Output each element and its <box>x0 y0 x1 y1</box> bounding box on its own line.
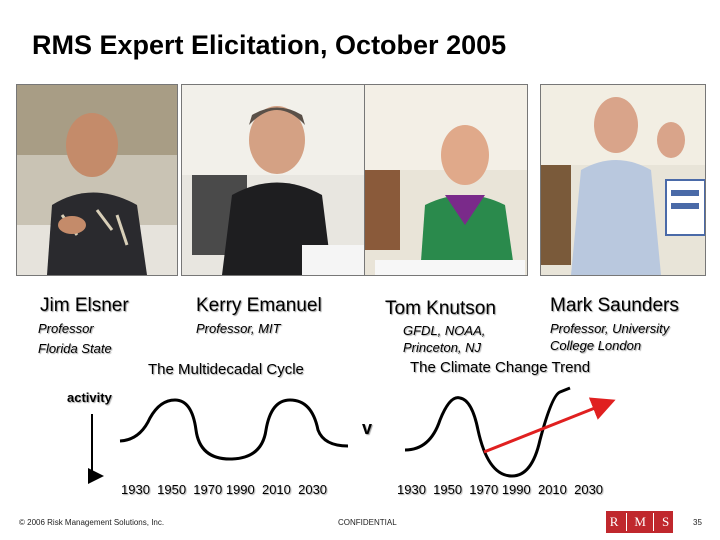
multidecadal-cycle-curve <box>119 398 349 461</box>
copyright-text: © 2006 Risk Management Solutions, Inc. <box>19 518 165 527</box>
expert-role-tom-knutson-line2: Princeton, NJ <box>403 340 482 355</box>
versus-label: v <box>362 418 373 438</box>
expert-role-kerry-emanuel: Professor, MIT <box>196 321 281 336</box>
expert-name-mark-saunders: Mark Saunders <box>550 295 679 316</box>
photo-kerry-emanuel <box>181 84 373 276</box>
slide-title: RMS Expert Elicitation, October 2005 <box>32 30 507 60</box>
rms-logo: R M S <box>606 511 673 533</box>
confidential-text: CONFIDENTIAL <box>338 518 397 527</box>
expert-role-mark-saunders-line1: Professor, University <box>550 321 670 336</box>
photo-mark-saunders <box>540 84 706 276</box>
rms-logo-letter-m: M <box>634 514 646 529</box>
expert-name-kerry-emanuel: Kerry Emanuel <box>196 295 322 316</box>
climate-change-cycle-curve <box>404 386 571 478</box>
left-timeline-ticks: 1930 1950 1970 1990 2010 2030 <box>121 482 328 497</box>
expert-role-mark-saunders-line2: College London <box>550 338 642 353</box>
rms-logo-divider <box>625 513 627 531</box>
rms-logo-letter-s: S <box>661 514 670 529</box>
expert-role-tom-knutson-line1: GFDL, NOAA, <box>403 323 486 338</box>
activity-axis-label: activity <box>67 390 112 405</box>
multidecadal-cycle-label: The Multidecadal Cycle <box>148 361 304 378</box>
climate-change-trend-label: The Climate Change Trend <box>410 359 591 376</box>
expert-name-jim-elsner: Jim Elsner <box>40 295 129 316</box>
rms-logo-divider <box>653 513 655 531</box>
expert-role-jim-elsner-line2: Florida State <box>38 341 112 356</box>
page-number: 35 <box>693 518 702 527</box>
rms-logo-letter-r: R <box>609 514 619 529</box>
photo-jim-elsner <box>16 84 178 276</box>
trend-arrow <box>483 397 616 454</box>
expert-role-jim-elsner-line1: Professor <box>38 321 94 336</box>
photo-tom-knutson <box>364 84 528 276</box>
expert-name-tom-knutson: Tom Knutson <box>385 298 496 319</box>
right-timeline-ticks: 1930 1950 1970 1990 2010 2030 <box>397 482 604 497</box>
